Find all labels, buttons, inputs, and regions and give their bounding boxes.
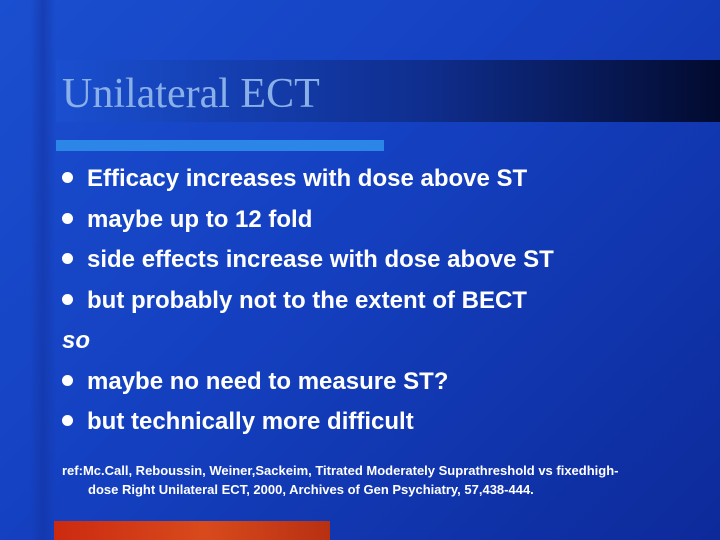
bullet-dot-icon bbox=[62, 212, 73, 224]
bullet-item: maybe up to 12 fold bbox=[62, 200, 712, 241]
reference-citation: ref:Mc.Call, Reboussin, Weiner,Sackeim, … bbox=[62, 461, 702, 499]
bullet-dot-icon bbox=[62, 172, 73, 184]
connector-text: so bbox=[62, 327, 91, 354]
footer-accent-bar bbox=[54, 521, 330, 540]
bullet-item: Efficacy increases with dose above ST bbox=[62, 159, 712, 200]
bullet-text: but technically more difficult bbox=[87, 408, 414, 435]
bullet-text: but probably not to the extent of BECT bbox=[87, 286, 527, 314]
bullet-text: Efficacy increases with dose above ST bbox=[87, 165, 528, 192]
bullet-dot-icon bbox=[62, 415, 73, 427]
bullet-item: side effects increase with dose above ST bbox=[62, 240, 712, 281]
bullet-dot-icon bbox=[62, 374, 73, 386]
bullet-text: maybe no need to measure ST? bbox=[87, 367, 449, 395]
title-bar-background bbox=[56, 60, 720, 122]
bullet-item: maybe no need to measure ST? bbox=[62, 362, 712, 403]
bullet-text: side effects increase with dose above ST bbox=[87, 246, 554, 273]
slide-title: Unilateral ECT bbox=[62, 71, 320, 117]
title-underline-bar bbox=[56, 140, 384, 151]
bullet-dot-icon bbox=[62, 253, 73, 265]
reference-line-1: ref:Mc.Call, Reboussin, Weiner,Sackeim, … bbox=[62, 463, 619, 478]
bullet-item: but probably not to the extent of BECT bbox=[62, 281, 712, 322]
decorative-left-stripe bbox=[30, 0, 56, 540]
bullet-item: but technically more difficult bbox=[62, 402, 712, 443]
reference-line-2: dose Right Unilateral ECT, 2000, Archive… bbox=[88, 482, 534, 497]
bullet-text: maybe up to 12 fold bbox=[87, 205, 313, 233]
bullet-list: Efficacy increases with dose above ST ma… bbox=[62, 159, 712, 443]
bullet-dot-icon bbox=[62, 293, 73, 305]
